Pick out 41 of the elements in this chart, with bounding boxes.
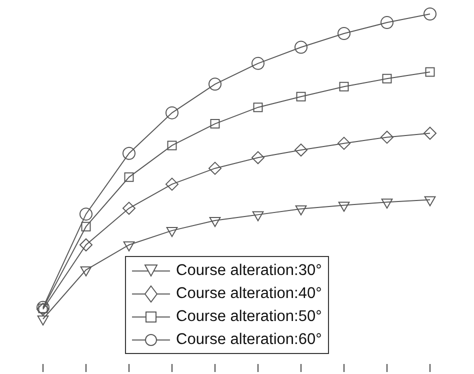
point [252, 211, 264, 222]
point [208, 162, 222, 175]
point [208, 78, 222, 91]
legend-label: Course alteration:40° [176, 284, 322, 302]
point [166, 106, 178, 120]
point [424, 8, 436, 20]
point [294, 40, 308, 54]
point [80, 208, 92, 221]
point [80, 238, 92, 252]
point [339, 82, 349, 92]
point [209, 216, 221, 227]
point [167, 140, 177, 150]
point [382, 74, 392, 84]
point [338, 136, 350, 150]
point [123, 241, 135, 252]
point [252, 151, 264, 164]
legend-label: Course alteration:30° [176, 262, 322, 280]
point [166, 227, 178, 238]
point [124, 172, 134, 182]
point [338, 27, 350, 40]
legend-label: Course alteration:60° [176, 330, 322, 348]
point [252, 56, 264, 70]
point [294, 144, 308, 157]
point [122, 146, 136, 160]
point [295, 205, 307, 216]
legend-label: Course alteration:50° [176, 308, 322, 326]
point [296, 92, 306, 102]
point [122, 202, 136, 215]
point [380, 130, 394, 144]
point [338, 202, 350, 212]
point [380, 16, 394, 30]
point [381, 198, 393, 209]
point [424, 196, 436, 206]
point [80, 266, 92, 276]
point [253, 102, 263, 112]
point [425, 67, 435, 77]
point [166, 178, 178, 191]
point [81, 222, 91, 232]
point [210, 119, 220, 129]
point [424, 126, 436, 140]
point [37, 316, 49, 326]
